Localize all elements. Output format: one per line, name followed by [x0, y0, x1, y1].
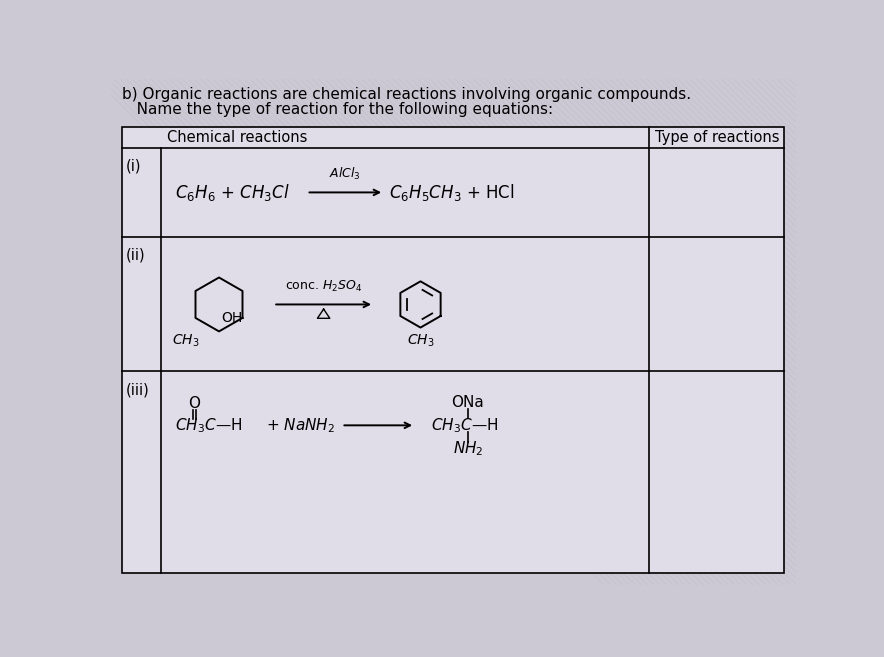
Text: Name the type of reaction for the following equations:: Name the type of reaction for the follow…: [122, 102, 553, 117]
Text: O: O: [188, 396, 200, 411]
Text: (ii): (ii): [126, 248, 146, 262]
Text: ONa: ONa: [452, 395, 484, 410]
Text: (iii): (iii): [126, 382, 149, 397]
Text: $CH_3$: $CH_3$: [407, 332, 434, 349]
Text: Type of reactions: Type of reactions: [655, 131, 780, 145]
Text: $NH_2$: $NH_2$: [453, 439, 483, 458]
Text: Chemical reactions: Chemical reactions: [167, 131, 308, 145]
Text: OH: OH: [221, 311, 242, 325]
Text: b) Organic reactions are chemical reactions involving organic compounds.: b) Organic reactions are chemical reacti…: [122, 87, 691, 102]
Text: + $NaNH_2$: + $NaNH_2$: [266, 416, 335, 435]
Text: $CH_3C$—H: $CH_3C$—H: [175, 416, 242, 435]
Text: $CH_3$: $CH_3$: [171, 333, 200, 350]
Bar: [122, 127, 784, 573]
Text: conc. $H_2SO_4$: conc. $H_2SO_4$: [285, 279, 362, 294]
Text: $C_6H_6$ + $CH_3Cl$: $C_6H_6$ + $CH_3Cl$: [175, 182, 289, 203]
Text: $CH_3C$—H: $CH_3C$—H: [431, 416, 498, 435]
Bar: [122, 127, 784, 573]
Text: $AlCl_3$: $AlCl_3$: [330, 166, 362, 183]
Text: (i): (i): [126, 159, 141, 174]
Text: $C_6H_5CH_3$ + HCl: $C_6H_5CH_3$ + HCl: [389, 182, 514, 203]
